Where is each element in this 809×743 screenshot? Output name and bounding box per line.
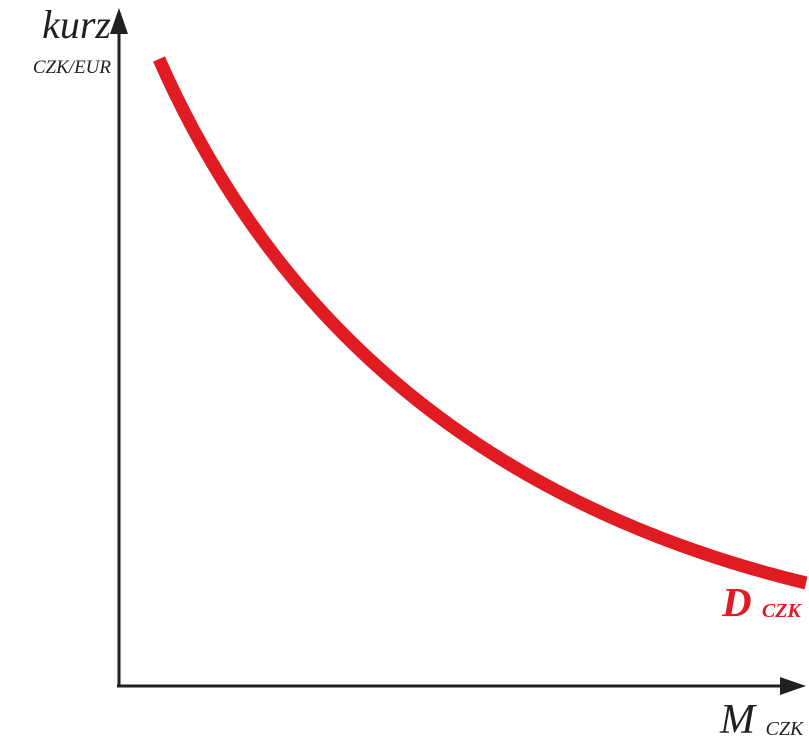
curve-label-subscript: CZK	[762, 600, 803, 622]
x-axis-label: M CZK	[719, 697, 805, 743]
y-axis-arrowhead	[110, 8, 128, 34]
curve-label: D CZK	[721, 579, 802, 625]
x-axis-label-subscript: CZK	[766, 718, 805, 740]
y-axis-unit-label: CZK/EUR	[33, 57, 112, 78]
curve-label-main: D	[721, 579, 752, 625]
x-axis-arrowhead	[780, 677, 806, 695]
demand-curve	[153, 56, 808, 590]
y-axis-label: kurz	[42, 2, 111, 47]
x-axis-label-main: M	[719, 697, 757, 743]
